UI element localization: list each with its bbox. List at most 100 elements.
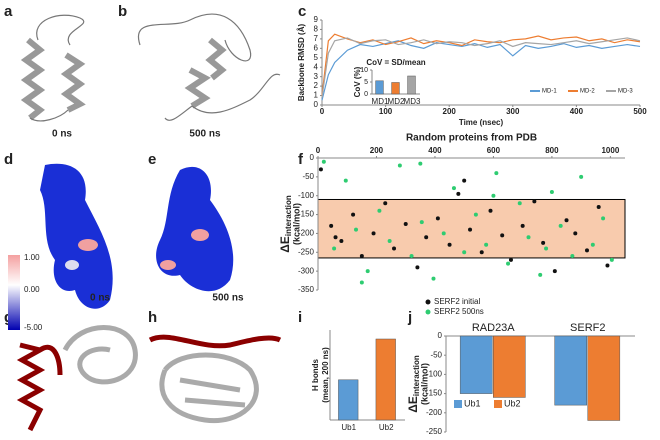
y-tick-label: -50 xyxy=(302,172,314,181)
point xyxy=(596,205,601,210)
colorbar-label: 0.00 xyxy=(24,285,40,294)
point xyxy=(387,238,392,243)
y-tick-label: 0 xyxy=(314,100,319,109)
legend-label: MD-2 xyxy=(580,89,595,95)
x-tick-label: MD3 xyxy=(404,97,421,106)
point xyxy=(500,233,505,238)
point xyxy=(321,159,326,164)
point xyxy=(392,246,397,251)
legend-label: MD-3 xyxy=(618,89,633,95)
point xyxy=(359,254,364,259)
panel-label: b xyxy=(118,3,127,20)
point xyxy=(494,171,499,176)
point xyxy=(590,242,595,247)
y-tick-label: 2 xyxy=(314,81,319,90)
panel-label: c xyxy=(298,3,306,20)
point xyxy=(318,167,323,172)
y-tick-label: 5 xyxy=(364,79,368,86)
y-tick-label: -100 xyxy=(426,370,443,379)
y-tick-label: 9 xyxy=(314,15,319,24)
ribbon-structure xyxy=(16,325,282,432)
chart-title: Random proteins from PDB xyxy=(406,133,537,144)
legend-swatch xyxy=(494,400,502,408)
point xyxy=(339,238,344,243)
line xyxy=(321,33,641,96)
surface-patch xyxy=(160,260,176,270)
bar xyxy=(407,75,416,95)
point xyxy=(517,201,522,206)
bar xyxy=(493,335,526,398)
surface xyxy=(40,163,113,309)
point xyxy=(532,199,537,204)
x-tick-label: 800 xyxy=(545,146,559,155)
x-tick-label: 600 xyxy=(487,146,501,155)
legend-label: Ub1 xyxy=(464,398,481,408)
point xyxy=(424,235,429,240)
y-tick-label: 8 xyxy=(314,25,319,34)
y-tick-label: 0 xyxy=(310,153,315,162)
point xyxy=(468,227,473,232)
point xyxy=(508,257,513,262)
point xyxy=(371,231,376,236)
y-axis-label: CoV (%) xyxy=(353,66,362,97)
x-tick-label: 200 xyxy=(443,107,457,116)
bar xyxy=(375,338,396,421)
point xyxy=(451,186,456,191)
y-axis-label-text: ΔE xyxy=(278,236,292,253)
y-axis-label: Backbone RMSD (Å) xyxy=(297,23,306,101)
chart-title: CoV = SD/mean xyxy=(366,58,425,67)
surface xyxy=(156,166,234,292)
point xyxy=(484,242,489,247)
y-axis-label: H bonds xyxy=(311,358,320,391)
point xyxy=(506,261,511,266)
bar xyxy=(375,80,384,95)
y-tick-label: -150 xyxy=(298,210,315,219)
point xyxy=(332,246,337,251)
point xyxy=(479,250,484,255)
y-tick-label: -200 xyxy=(426,408,443,417)
point xyxy=(609,257,614,262)
y-axis-label-2: (mean, 200 ns) xyxy=(321,347,330,403)
legend-label: SERF2 initial xyxy=(434,297,480,306)
y-tick-label: -250 xyxy=(426,427,443,436)
bar xyxy=(391,82,400,95)
point xyxy=(564,218,569,223)
y-axis-label: ΔEinteraction xyxy=(406,355,421,413)
point xyxy=(570,254,575,259)
point xyxy=(473,212,478,217)
point xyxy=(403,222,408,226)
bar xyxy=(554,335,587,406)
time-label: 0 ns xyxy=(90,293,110,304)
point xyxy=(558,223,563,228)
y-tick-label: 3 xyxy=(314,72,319,81)
x-tick-label: 300 xyxy=(506,107,520,116)
point xyxy=(584,248,589,253)
point xyxy=(359,280,364,285)
y-tick-label: -150 xyxy=(426,389,443,398)
point xyxy=(431,276,436,281)
point xyxy=(579,174,584,179)
x-tick-label: SERF2 xyxy=(570,322,605,334)
point xyxy=(549,189,554,194)
point xyxy=(544,246,549,251)
x-tick-label: 200 xyxy=(370,146,384,155)
point xyxy=(601,216,606,221)
x-tick-label: 0 xyxy=(316,146,321,155)
point xyxy=(351,212,356,217)
x-axis-label: Time (nsec) xyxy=(459,118,504,127)
point xyxy=(520,223,525,228)
x-tick-label: Ub1 xyxy=(341,423,356,432)
x-tick-label: 1000 xyxy=(601,146,619,155)
y-axis-label: ΔEinteraction xyxy=(278,195,293,253)
panel-label: i xyxy=(298,309,302,326)
surface-patch xyxy=(191,229,209,241)
y-axis-label-unit: (kcal/mol) xyxy=(291,203,301,245)
x-tick-label: 400 xyxy=(428,146,442,155)
panel-label: e xyxy=(148,151,156,168)
point xyxy=(456,191,461,196)
time-label: 0 ns xyxy=(52,129,72,140)
y-tick-label: 1 xyxy=(314,91,319,100)
legend-swatch xyxy=(454,400,462,408)
point xyxy=(526,235,531,240)
